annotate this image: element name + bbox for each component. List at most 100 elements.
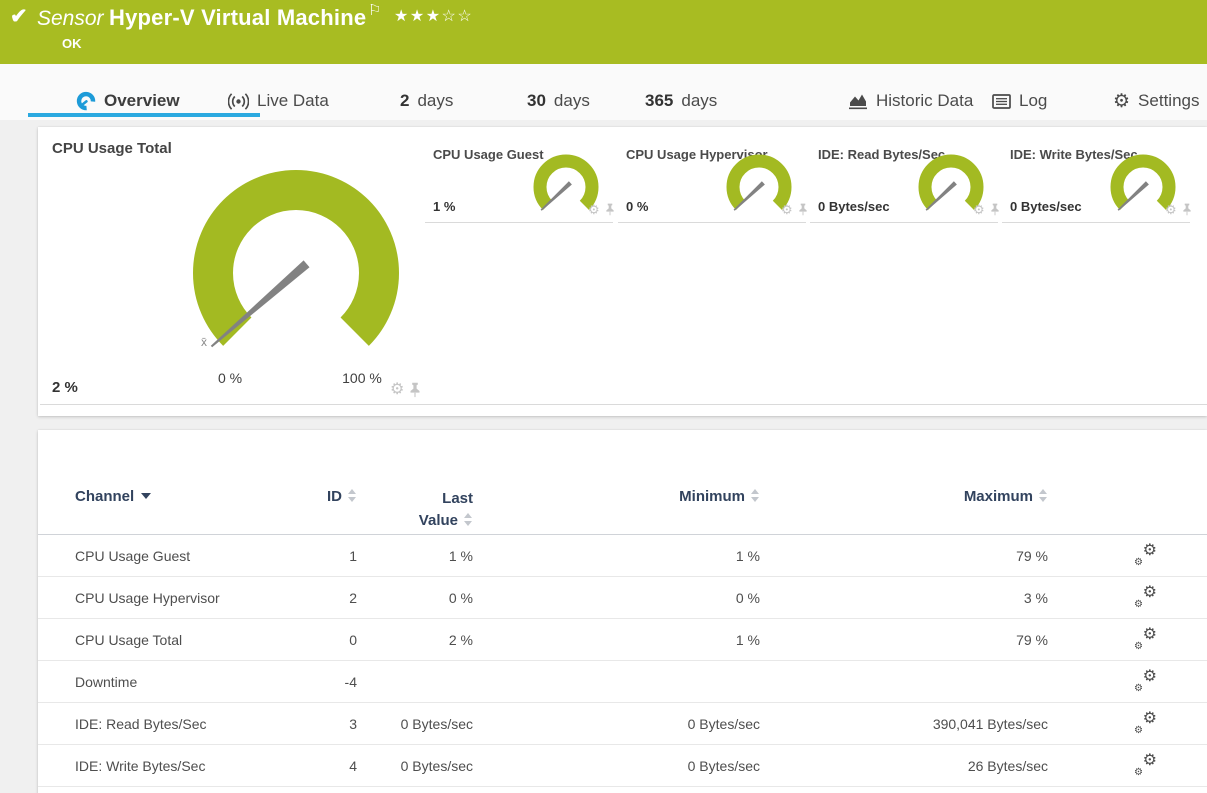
gear-icon: ⚙ <box>1134 557 1143 568</box>
tab-log-label: Log <box>1019 91 1048 110</box>
sort-arrows-icon <box>348 489 357 502</box>
channel-maximum: 3 % <box>1023 590 1048 606</box>
channel-settings-button[interactable]: ⚙ ⚙ <box>1133 543 1161 569</box>
tile-gear-icon[interactable]: ⚙ <box>973 202 985 217</box>
channel-last-value: 0 Bytes/sec <box>400 716 473 732</box>
small-gauge <box>726 154 792 211</box>
channel-last-value: 2 % <box>448 632 473 648</box>
tab-log[interactable]: Log <box>992 64 1047 120</box>
sort-caret-icon <box>141 493 152 499</box>
priority-flag-icon[interactable]: ⚐ <box>368 2 382 19</box>
gear-icon: ⚙ <box>1142 584 1157 601</box>
column-header-id[interactable]: ID <box>257 488 357 506</box>
column-label: Minimum <box>679 488 745 505</box>
small-gauge-needle <box>1117 181 1149 211</box>
log-list-icon <box>992 93 1011 109</box>
pin-icon[interactable] <box>990 203 1000 216</box>
main-gauge-needle <box>210 260 310 348</box>
channel-name[interactable]: CPU Usage Total <box>75 632 183 648</box>
gauge-tile-cpu-usage-hypervisor: CPU Usage Hypervisor 0 % ⚙ <box>618 140 810 225</box>
channel-maximum: 390,041 Bytes/sec <box>932 716 1048 732</box>
tile-value: 0 Bytes/sec <box>1010 199 1082 214</box>
table-row[interactable]: IDE: Read Bytes/Sec 3 0 Bytes/sec 0 Byte… <box>38 703 1207 745</box>
table-row[interactable]: CPU Usage Hypervisor 2 0 % 0 % 3 % ⚙ ⚙ <box>38 577 1207 619</box>
tile-separator <box>810 222 998 223</box>
channel-id: -4 <box>344 674 357 690</box>
tile-actions: ⚙ <box>1165 203 1192 216</box>
column-header-channel[interactable]: Channel <box>75 488 152 506</box>
column-label: Value <box>418 512 458 529</box>
channel-settings-button[interactable]: ⚙ ⚙ <box>1133 626 1161 653</box>
tab-settings[interactable]: ⚙ Settings <box>1113 64 1199 120</box>
tile-title: CPU Usage Guest <box>433 147 544 162</box>
sort-arrows-icon <box>1039 489 1048 502</box>
main-gauge-title: CPU Usage Total <box>52 140 172 157</box>
tile-gear-icon[interactable]: ⚙ <box>781 202 793 217</box>
star-rating[interactable]: ★★★☆☆ <box>394 8 474 25</box>
average-marker: x̄ <box>201 335 207 349</box>
pin-icon[interactable] <box>605 203 615 216</box>
channel-minimum: 0 Bytes/sec <box>687 758 760 774</box>
tab-historic-data-label: Historic Data <box>876 91 974 110</box>
tab-overview[interactable]: Overview <box>76 64 180 120</box>
channel-name[interactable]: IDE: Read Bytes/Sec <box>75 716 207 732</box>
main-tile-actions: ⚙ <box>390 382 421 398</box>
pin-icon[interactable] <box>409 382 421 398</box>
main-gauge <box>193 170 399 348</box>
small-gauge <box>1110 154 1176 211</box>
channel-settings-button[interactable]: ⚙ ⚙ <box>1133 752 1161 779</box>
main-gauge-min-label: 0 % <box>217 370 243 386</box>
table-row[interactable]: Downtime -4 ⚙ ⚙ <box>38 661 1207 703</box>
gear-icon: ⚙ <box>1142 710 1157 727</box>
sensor-header: ✔ Sensor Hyper-V Virtual Machine ⚐ ★★★☆☆… <box>0 0 1207 64</box>
gear-icon: ⚙ <box>1142 752 1157 769</box>
tab-2-days[interactable]: 2 days <box>400 64 453 120</box>
column-header-maximum[interactable]: Maximum <box>798 488 1048 506</box>
table-row[interactable]: IDE: Write Bytes/Sec 4 0 Bytes/sec 0 Byt… <box>38 745 1207 787</box>
channel-maximum: 26 Bytes/sec <box>967 758 1048 774</box>
channel-name[interactable]: Downtime <box>75 674 138 690</box>
tab-live-data[interactable]: Live Data <box>228 64 329 120</box>
column-header-minimum[interactable]: Minimum <box>560 488 760 506</box>
live-broadcast-icon <box>228 92 249 110</box>
tile-gear-icon[interactable]: ⚙ <box>1165 202 1177 217</box>
table-row[interactable]: CPU Usage Total 0 2 % 1 % 79 % ⚙ ⚙ <box>38 619 1207 661</box>
tile-gear-icon[interactable]: ⚙ <box>588 202 600 217</box>
channel-id: 3 <box>349 716 357 732</box>
channel-settings-button[interactable]: ⚙ ⚙ <box>1133 668 1161 695</box>
tile-gear-icon[interactable]: ⚙ <box>390 381 405 398</box>
channel-name[interactable]: CPU Usage Guest <box>75 548 191 564</box>
pin-icon[interactable] <box>1182 203 1192 216</box>
column-header-last-value[interactable]: Last Value <box>323 488 473 532</box>
settings-gear-icon: ⚙ <box>1113 90 1131 112</box>
gauge-tile-cpu-usage-guest: CPU Usage Guest 1 % ⚙ <box>425 140 617 225</box>
channel-id: 0 <box>349 632 357 648</box>
pin-icon[interactable] <box>798 203 808 216</box>
gear-icon: ⚙ <box>1134 725 1143 736</box>
gauges-panel: CPU Usage Total x̄ 0 % 100 % 2 % ⚙ CPU U… <box>38 127 1207 416</box>
tab-historic-data[interactable]: Historic Data <box>848 64 973 120</box>
channel-id: 1 <box>349 548 357 564</box>
tab-365-days-number: 365 <box>645 91 674 110</box>
channel-settings-button[interactable]: ⚙ ⚙ <box>1133 710 1161 737</box>
tab-365-days[interactable]: 365 days <box>645 64 717 120</box>
tile-title: IDE: Write Bytes/Sec <box>1010 147 1138 162</box>
sensor-title: Hyper-V Virtual Machine <box>109 5 367 30</box>
tile-value: 0 Bytes/sec <box>818 199 890 214</box>
tab-30-days[interactable]: 30 days <box>527 64 590 120</box>
sort-arrows-icon <box>751 489 760 502</box>
table-row[interactable]: CPU Usage Guest 1 1 % 1 % 79 % ⚙ ⚙ <box>38 535 1207 577</box>
channel-name[interactable]: CPU Usage Hypervisor <box>75 590 220 606</box>
channel-settings-button[interactable]: ⚙ ⚙ <box>1133 584 1161 611</box>
main-gauge-value: 2 % <box>52 379 78 396</box>
channel-name[interactable]: IDE: Write Bytes/Sec <box>75 758 206 774</box>
tab-settings-label: Settings <box>1138 91 1200 110</box>
small-gauge <box>918 154 984 211</box>
sort-arrows-icon <box>464 513 473 526</box>
tile-title: IDE: Read Bytes/Sec <box>818 147 946 162</box>
status-ok-check-icon: ✔ <box>10 5 28 28</box>
gear-icon: ⚙ <box>1142 626 1157 643</box>
gear-icon: ⚙ <box>1142 668 1157 685</box>
tab-overview-label: Overview <box>104 91 180 110</box>
tab-365-days-label: days <box>681 91 718 110</box>
